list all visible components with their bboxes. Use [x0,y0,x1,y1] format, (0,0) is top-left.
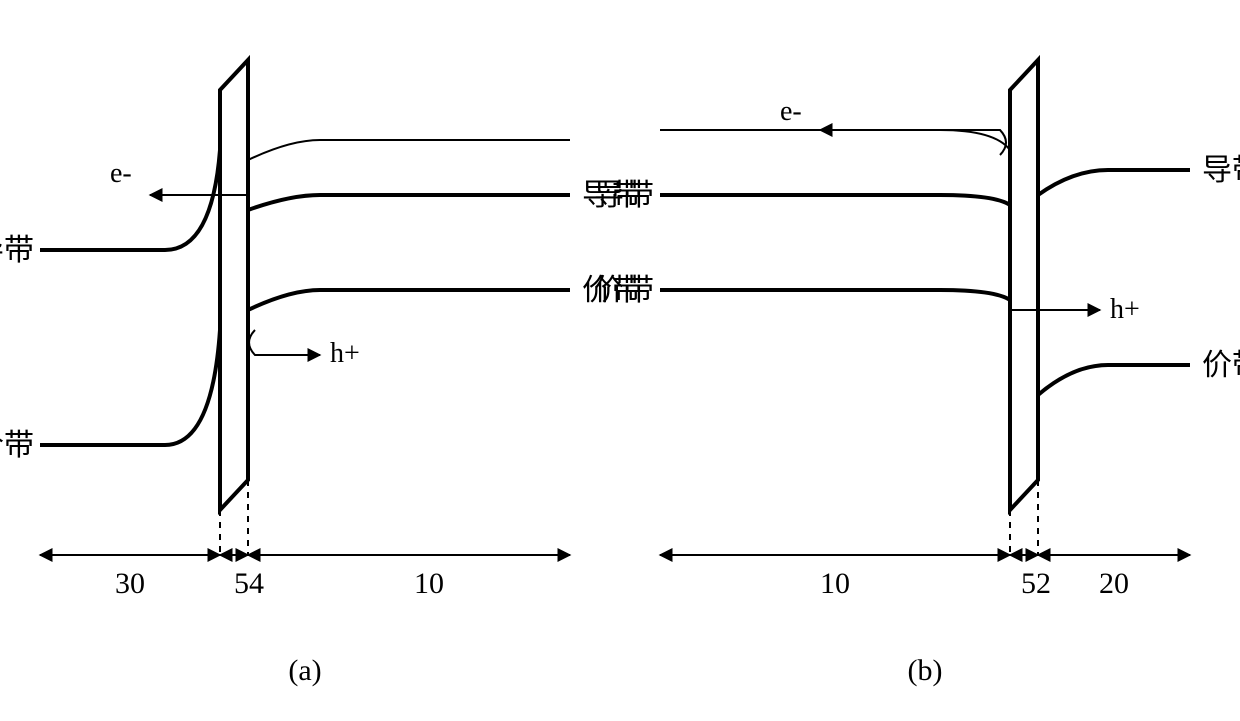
dim-label-left-a: 30 [115,567,145,600]
panel-caption-a: (a) [288,654,321,687]
panel-caption-b: (b) [908,654,943,687]
right-upper-band-a [248,140,570,160]
left-valence-band-a [40,330,220,445]
right-valence-band-a [248,290,570,310]
panel-a: 导带 价带 导带 价带 e- h+ 30 54 10 (a) [0,60,642,687]
barrier-b [1010,60,1038,510]
left-conduction-band-b [660,195,1010,205]
barrier-a [220,60,248,510]
right-valence-band-b [1038,365,1190,395]
hole-label-a: h+ [330,338,360,369]
label-conduction-left-a: 导带 [0,234,34,267]
band-diagram-figure: 导带 价带 导带 价带 e- h+ 30 54 10 (a) 导带 价带 导带 … [0,0,1240,721]
label-conduction-left-b: 导带 [594,179,654,212]
label-valence-left-a: 价带 [0,429,34,462]
electron-label-b: e- [780,96,802,127]
right-conduction-band-a [248,195,570,210]
right-conduction-band-b [1038,170,1190,195]
hole-label-b: h+ [1110,294,1140,325]
left-valence-band-b [660,290,1010,300]
label-valence-right-b: 价带 [1202,349,1240,382]
dim-label-right-b: 20 [1099,567,1129,600]
dim-label-left-b: 10 [820,567,850,600]
electron-label-a: e- [110,158,132,189]
dim-label-right-a: 10 [414,567,444,600]
label-valence-left-b: 价带 [594,274,654,307]
hole-arrow-a [249,330,320,355]
panel-b: 导带 价带 导带 价带 e- h+ 10 52 20 (b) [594,60,1240,687]
dim-label-barrier-a: 54 [234,567,264,600]
label-conduction-right-b: 导带 [1202,154,1240,187]
left-upper-band-b [660,130,1010,150]
dim-label-barrier-b: 52 [1021,567,1051,600]
